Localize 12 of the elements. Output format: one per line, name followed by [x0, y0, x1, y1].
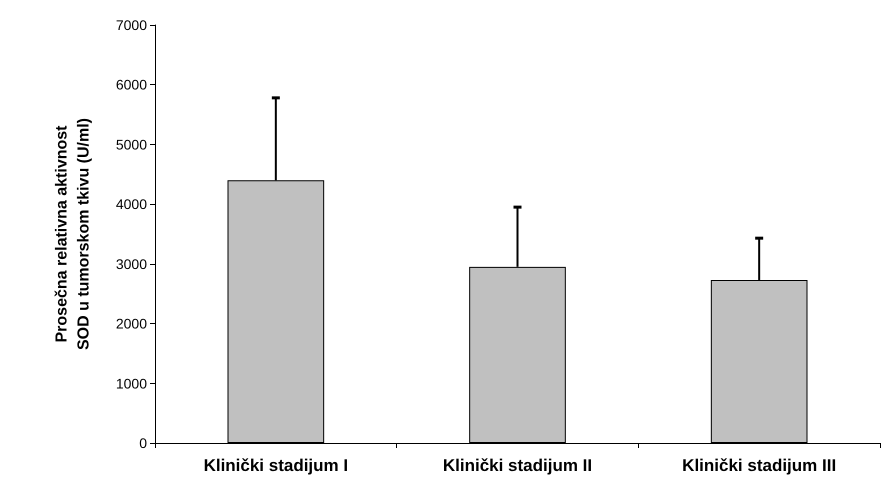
y-tick-label: 0 — [139, 435, 148, 451]
y-tick-label: 7000 — [116, 17, 148, 33]
y-axis-title: Prosečna relativna aktivnost SOD u tumorskom tkivu (U/ml) — [54, 118, 92, 350]
x-tick-label: Klinički stadijum III — [682, 456, 836, 475]
x-tick-label: Klinički stadijum II — [442, 456, 592, 475]
y-tick-label: 6000 — [116, 76, 148, 93]
y-tick-label: 5000 — [116, 136, 148, 152]
y-tick-label: 1000 — [116, 375, 148, 392]
y-tick-label: 2000 — [116, 316, 148, 332]
y-tick-label: 3000 — [116, 256, 148, 272]
y-tick-label: 4000 — [116, 196, 148, 212]
x-tick-label: Klinički stadijum I — [204, 456, 348, 475]
